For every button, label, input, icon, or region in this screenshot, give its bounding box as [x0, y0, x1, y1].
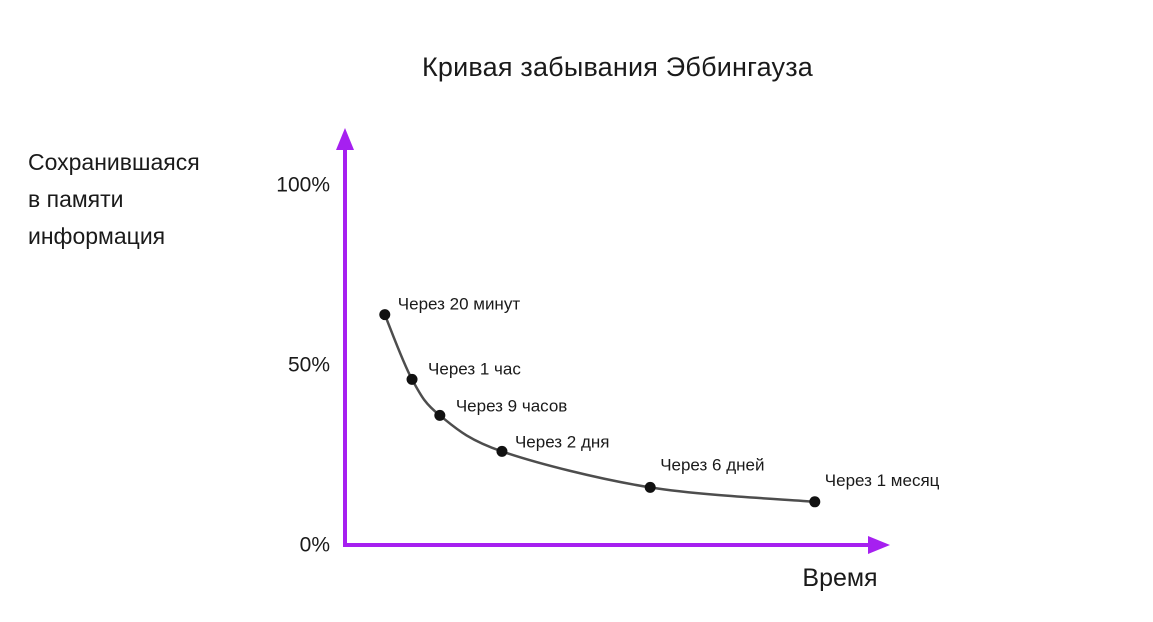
y-axis-label-line-1: Сохранившаяся [28, 149, 200, 175]
x-axis-label: Время [802, 564, 877, 592]
data-point [644, 481, 656, 493]
y-tick-label: 50% [288, 354, 330, 377]
data-point-label: Через 20 минут [398, 295, 521, 314]
data-point-label: Через 9 часов [456, 396, 568, 415]
x-axis-arrowhead [868, 536, 890, 554]
data-point [496, 445, 508, 457]
y-axis-label-line-3: информация [28, 223, 166, 249]
data-point-label: Через 1 час [428, 359, 521, 378]
y-axis-label: Сохранившаяся в памяти информация [28, 144, 200, 255]
data-point-label: Через 1 месяц [825, 471, 940, 490]
data-point [809, 496, 821, 508]
data-point-label: Через 2 дня [515, 432, 610, 451]
data-point-label: Через 6 дней [660, 455, 764, 474]
data-point [406, 373, 418, 385]
y-axis-label-line-2: в памяти [28, 186, 124, 212]
data-point [434, 409, 446, 421]
y-tick-label: 0% [300, 534, 330, 557]
y-axis-arrowhead [336, 128, 354, 150]
y-tick-label: 100% [276, 174, 330, 197]
chart-title: Кривая забывания Эббингауза [421, 52, 814, 82]
data-point [379, 309, 391, 321]
